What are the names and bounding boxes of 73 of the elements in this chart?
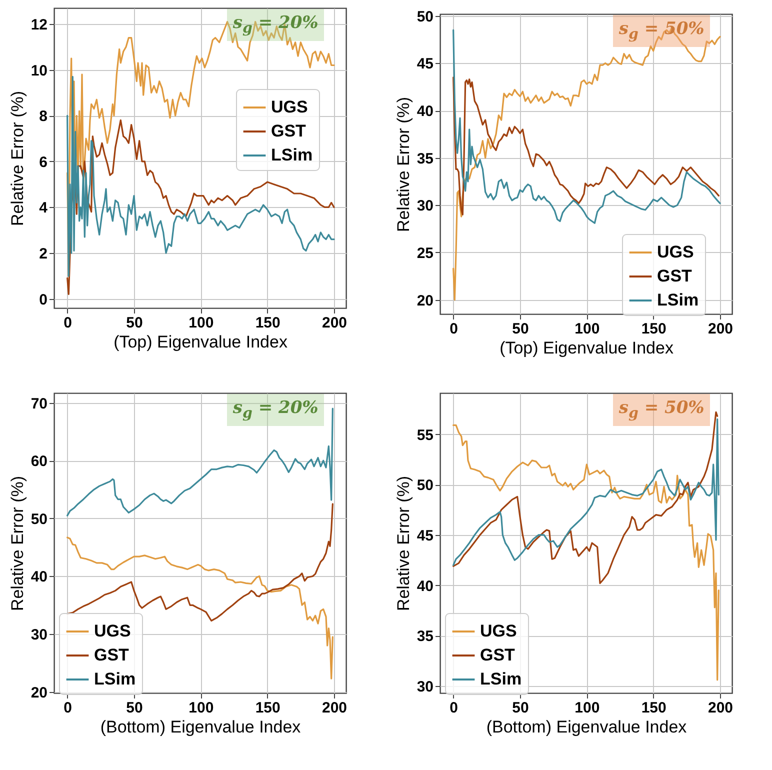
x-tick-label: 100 (574, 700, 600, 716)
x-tick-label: 150 (255, 314, 280, 332)
x-axis-title: (Top) Eigenvalue Index (500, 338, 674, 358)
y-tick-label: 35 (416, 628, 434, 646)
x-tick-label: 150 (255, 700, 280, 716)
x-axis-title: (Bottom) Eigenvalue Index (486, 718, 688, 736)
x-tick-label: 0 (450, 700, 458, 716)
y-tick-label: 2 (39, 246, 48, 263)
x-tick-label: 200 (322, 314, 348, 332)
y-tick-label: 50 (30, 510, 48, 528)
y-tick-label: 70 (30, 395, 48, 412)
y-axis-title: Relative Error (%) (8, 90, 27, 226)
y-axis-title: Relative Error (%) (394, 96, 413, 232)
x-tick-label: 0 (450, 320, 458, 338)
legend-label: GST (657, 266, 693, 286)
y-tick-label: 25 (416, 244, 434, 262)
line-series (452, 76, 720, 216)
y-tick-label: 6 (39, 154, 48, 171)
x-tick-label: 0 (64, 700, 72, 716)
x-tick-label: 200 (322, 700, 348, 716)
x-tick-label: 50 (512, 320, 529, 338)
legend-label: UGS (271, 98, 308, 116)
y-tick-label: 30 (416, 678, 434, 696)
annotation: s$_{g}$ = 50% (612, 394, 710, 426)
y-tick-label: 40 (416, 103, 434, 120)
x-tick-label: 150 (641, 700, 666, 716)
annotation: s$_{g}$ = 20% (226, 394, 324, 426)
x-tick-label: 200 (708, 320, 734, 338)
y-tick-label: 0 (39, 291, 48, 308)
y-axis-title: Relative Error (%) (394, 476, 413, 612)
y-tick-label: 40 (416, 578, 434, 595)
y-tick-label: 35 (416, 150, 434, 168)
y-tick-label: 50 (416, 477, 434, 494)
y-tick-label: 20 (416, 292, 434, 310)
x-tick-label: 50 (512, 700, 529, 716)
annotation: s$_{g}$ = 50% (612, 15, 710, 47)
y-tick-label: 30 (30, 626, 48, 644)
y-tick-label: 40 (30, 568, 48, 586)
x-axis-title: (Bottom) Eigenvalue Index (100, 718, 302, 736)
x-tick-label: 200 (708, 700, 734, 716)
y-tick-label: 8 (39, 108, 48, 126)
legend-label: LSim (657, 290, 699, 310)
x-tick-label: 0 (64, 314, 72, 332)
line-series (66, 76, 335, 277)
y-tick-label: 4 (39, 200, 48, 217)
x-tick-label: 50 (126, 700, 143, 716)
legend-label: LSim (94, 670, 136, 688)
y-tick-label: 50 (416, 8, 434, 26)
y-tick-label: 20 (30, 684, 48, 702)
y-tick-label: 60 (30, 453, 48, 470)
legend-label: GST (480, 646, 516, 664)
x-tick-label: 150 (641, 320, 666, 338)
legend-label: UGS (657, 242, 694, 262)
annotation: s$_{g}$ = 20% (226, 9, 324, 41)
y-tick-label: 10 (30, 62, 48, 80)
y-tick-label: 12 (30, 16, 48, 34)
legend-label: UGS (94, 622, 131, 640)
y-tick-label: 55 (416, 426, 434, 444)
y-tick-label: 30 (416, 198, 434, 215)
x-tick-label: 100 (188, 314, 214, 332)
x-tick-label: 50 (126, 314, 143, 332)
legend-label: LSim (480, 670, 522, 688)
y-tick-label: 45 (416, 56, 434, 73)
legend-label: GST (271, 122, 307, 140)
legend-label: GST (94, 646, 130, 664)
line-series (66, 503, 334, 622)
x-axis-title: (Top) Eigenvalue Index (114, 332, 288, 352)
y-tick-label: 45 (416, 527, 434, 544)
legend-label: LSim (271, 146, 313, 164)
x-tick-label: 100 (574, 320, 600, 338)
y-axis-title: Relative Error (%) (8, 476, 27, 612)
x-tick-label: 100 (188, 700, 214, 716)
legend-label: UGS (480, 622, 517, 640)
